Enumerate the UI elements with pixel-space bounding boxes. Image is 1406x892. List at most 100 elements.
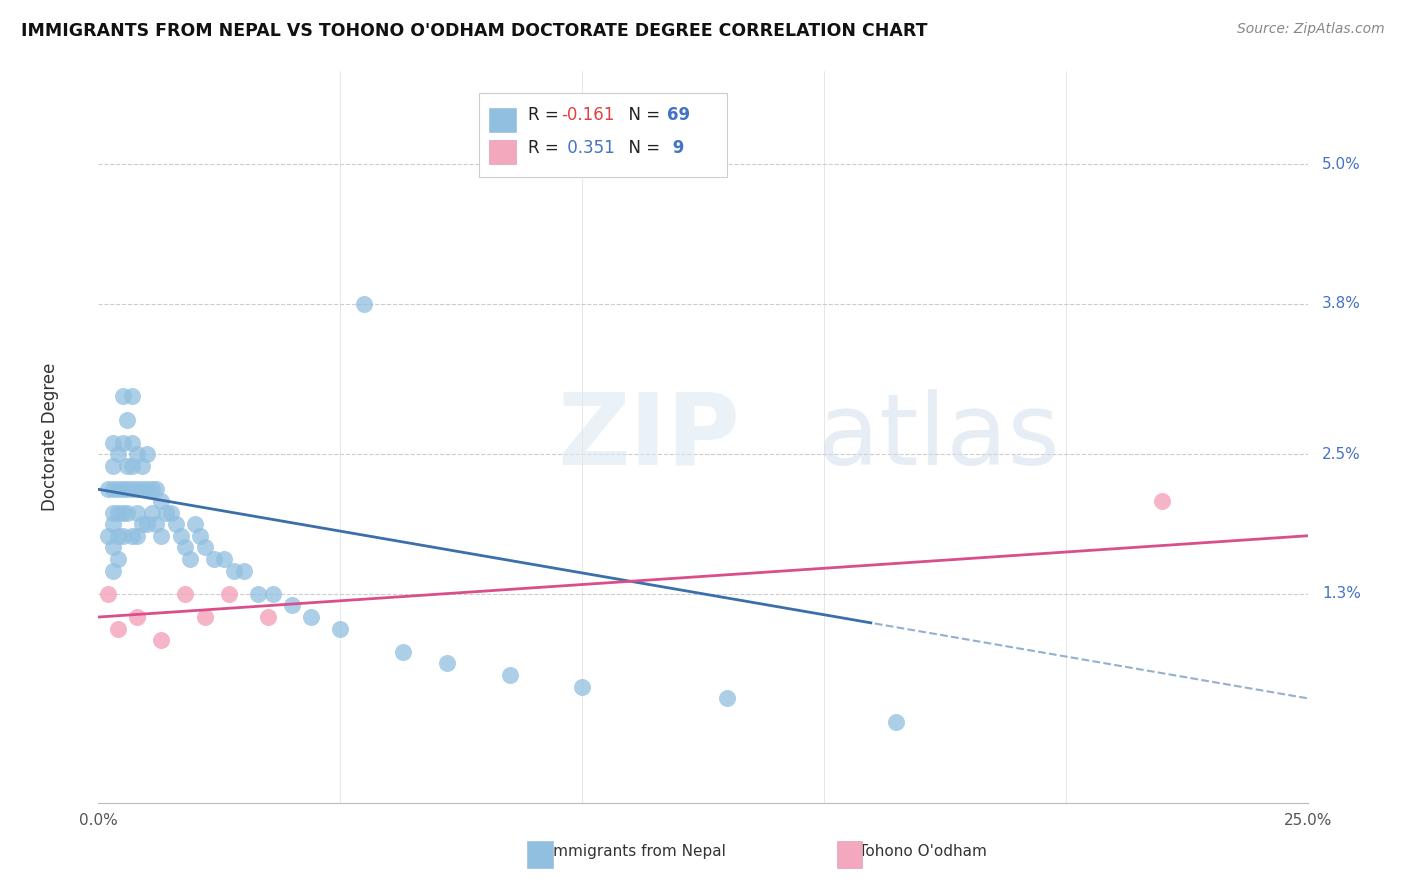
Point [174, 587, 197, 601]
Point [145, 517, 167, 532]
Point [111, 436, 134, 450]
Text: 69: 69 [666, 106, 690, 124]
Point [886, 714, 908, 729]
Point [117, 506, 139, 520]
Point [194, 610, 217, 624]
Point [111, 483, 134, 497]
Point [150, 494, 173, 508]
Point [121, 389, 143, 403]
Point [150, 529, 173, 543]
Point [111, 529, 134, 543]
Text: 1.3%: 1.3% [1322, 586, 1361, 601]
Point [184, 517, 207, 532]
Point [247, 587, 270, 601]
Point [111, 506, 134, 520]
Point [232, 564, 254, 578]
FancyBboxPatch shape [479, 94, 727, 178]
Point [212, 552, 235, 566]
Point [131, 459, 153, 474]
Point [222, 564, 245, 578]
Point [117, 412, 139, 426]
Point [141, 506, 163, 520]
Point [329, 622, 352, 636]
Point [127, 506, 149, 520]
Point [101, 517, 124, 532]
Point [117, 483, 139, 497]
Point [256, 610, 278, 624]
Point [117, 459, 139, 474]
Point [107, 483, 129, 497]
Point [135, 517, 157, 532]
Point [150, 633, 173, 648]
FancyBboxPatch shape [489, 108, 516, 132]
Point [281, 599, 304, 613]
Point [111, 389, 134, 403]
Point [160, 506, 183, 520]
Point [121, 529, 143, 543]
Point [392, 645, 415, 659]
Point [436, 657, 458, 671]
Point [101, 506, 124, 520]
Point [97, 529, 120, 543]
Point [101, 436, 124, 450]
Point [194, 541, 217, 555]
Text: Immigrants from Nepal: Immigrants from Nepal [534, 845, 725, 859]
Text: 3.8%: 3.8% [1322, 296, 1361, 311]
Point [107, 552, 129, 566]
Point [218, 587, 240, 601]
Text: Doctorate Degree: Doctorate Degree [41, 363, 59, 511]
Point [121, 459, 143, 474]
Text: 2.5%: 2.5% [1322, 447, 1361, 462]
Point [141, 483, 163, 497]
Point [155, 506, 177, 520]
Text: Source: ZipAtlas.com: Source: ZipAtlas.com [1237, 22, 1385, 37]
Point [101, 564, 124, 578]
Point [97, 587, 120, 601]
Point [107, 529, 129, 543]
Point [299, 610, 322, 624]
Text: R =: R = [527, 106, 564, 124]
Point [121, 483, 143, 497]
Point [1152, 494, 1174, 508]
Point [131, 483, 153, 497]
Point [107, 506, 129, 520]
Point [174, 541, 197, 555]
Point [107, 622, 129, 636]
Point [716, 691, 738, 706]
Text: N =: N = [619, 106, 665, 124]
Point [127, 448, 149, 462]
Point [145, 483, 167, 497]
Point [101, 459, 124, 474]
Text: N =: N = [619, 139, 665, 157]
Text: ZIP: ZIP [558, 389, 741, 485]
Point [107, 448, 129, 462]
Point [188, 529, 211, 543]
Point [165, 517, 187, 532]
Text: 5.0%: 5.0% [1322, 157, 1361, 172]
Point [127, 529, 149, 543]
Point [571, 680, 593, 694]
Point [204, 552, 226, 566]
Point [135, 448, 157, 462]
Point [262, 587, 284, 601]
Point [169, 529, 191, 543]
Text: 9: 9 [666, 139, 685, 157]
Point [101, 541, 124, 555]
Text: Tohono O'odham: Tohono O'odham [844, 845, 987, 859]
FancyBboxPatch shape [489, 140, 516, 164]
Point [131, 517, 153, 532]
Text: IMMIGRANTS FROM NEPAL VS TOHONO O'ODHAM DOCTORATE DEGREE CORRELATION CHART: IMMIGRANTS FROM NEPAL VS TOHONO O'ODHAM … [21, 22, 928, 40]
Point [353, 296, 375, 310]
Point [127, 483, 149, 497]
Point [97, 483, 120, 497]
Point [101, 483, 124, 497]
Point [498, 668, 520, 682]
Text: atlas: atlas [818, 389, 1060, 485]
Point [179, 552, 201, 566]
Text: -0.161: -0.161 [561, 106, 614, 124]
Point [135, 483, 157, 497]
Text: R =: R = [527, 139, 564, 157]
Point [121, 436, 143, 450]
Point [127, 610, 149, 624]
Text: 0.351: 0.351 [561, 139, 614, 157]
